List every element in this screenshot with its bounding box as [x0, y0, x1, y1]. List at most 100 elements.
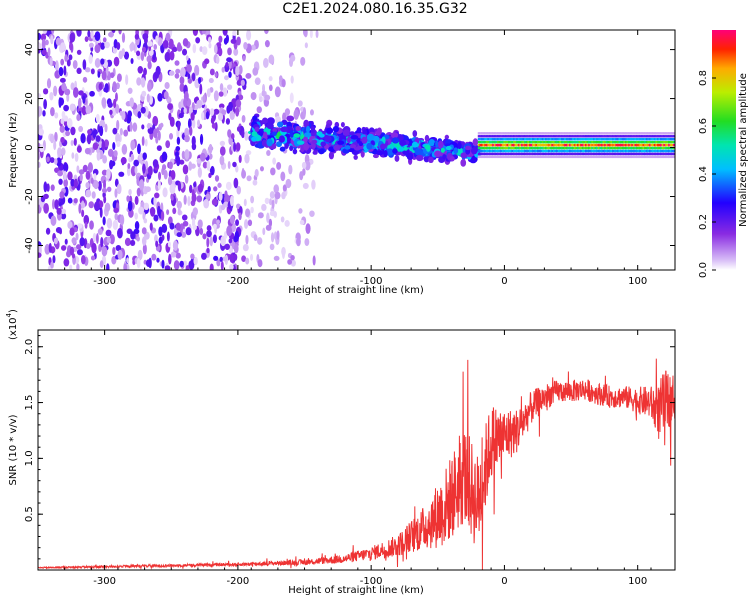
heatmap-cell [268, 84, 273, 92]
heatmap-cell [508, 146, 511, 150]
heatmap-cell [631, 146, 634, 150]
heatmap-cell [653, 138, 657, 141]
heatmap-cell [588, 140, 591, 144]
heatmap-cell [311, 139, 318, 144]
heatmap-cell [509, 146, 513, 150]
heatmap-cell [541, 152, 545, 156]
heatmap-cell [538, 146, 541, 150]
heatmap-cell [653, 140, 657, 144]
heatmap-cell [645, 132, 649, 135]
heatmap-cell [552, 149, 556, 153]
heatmap-cell [554, 138, 557, 141]
heatmap-cell [411, 141, 419, 148]
heatmap-cell [560, 155, 564, 159]
heatmap-cell [372, 153, 379, 159]
heatmap-cell [349, 144, 357, 149]
heatmap-cell [276, 230, 280, 240]
heatmap-cell [57, 170, 64, 177]
heatmap-cell [664, 138, 668, 141]
heatmap-cell [623, 132, 626, 135]
heatmap-cell [511, 138, 514, 141]
heatmap-cell [612, 132, 615, 135]
heatmap-cell [572, 138, 575, 141]
heatmap-cell [137, 143, 141, 155]
heatmap-cell [257, 212, 264, 219]
heatmap-cell [469, 156, 477, 164]
heatmap-cell [270, 232, 275, 243]
heatmap-cell [482, 132, 485, 135]
heatmap-cell [664, 132, 668, 135]
heatmap-cell [383, 149, 388, 158]
heatmap-cell [597, 143, 601, 147]
heatmap-cell [663, 152, 666, 156]
heatmap-cell [660, 135, 663, 138]
heatmap-cell [600, 149, 604, 153]
heatmap-cell [484, 135, 487, 138]
heatmap-cell [174, 60, 180, 66]
heatmap-cell [520, 152, 524, 156]
heatmap-cell [647, 152, 650, 156]
heatmap-cell [557, 138, 561, 141]
heatmap-cell [548, 146, 551, 150]
heatmap-cell [53, 140, 57, 151]
heatmap-cell [485, 132, 489, 135]
heatmap-cell [309, 210, 315, 217]
heatmap-cell [616, 143, 620, 147]
heatmap-cell [637, 149, 641, 153]
heatmap-cell [264, 30, 269, 35]
heatmap-cell [93, 201, 100, 212]
heatmap-cell [241, 255, 247, 263]
heatmap-cell [546, 132, 549, 135]
heatmap-cell [155, 35, 159, 43]
heatmap-cell [198, 77, 202, 84]
heatmap-cell [559, 143, 562, 147]
heatmap-cell [528, 132, 532, 135]
heatmap-cell [615, 146, 618, 150]
heatmap-cell [482, 149, 485, 153]
heatmap-cell [79, 173, 83, 182]
heatmap-cell [607, 132, 610, 135]
heatmap-cell [488, 149, 492, 153]
heatmap-cell [666, 152, 669, 156]
heatmap-cell [210, 117, 215, 125]
heatmap-cell [658, 146, 661, 150]
heatmap-cell [623, 140, 626, 144]
heatmap-cell [644, 135, 647, 138]
heatmap-cell [498, 155, 501, 159]
heatmap-cell [137, 111, 142, 119]
heatmap-cell [661, 138, 665, 141]
heatmap-cell [594, 140, 597, 144]
heatmap-cell [503, 155, 506, 159]
heatmap-cell [671, 155, 674, 159]
heatmap-cell [524, 152, 527, 156]
heatmap-cell [207, 185, 211, 193]
heatmap-cell [647, 140, 650, 144]
heatmap-cell [191, 192, 197, 203]
heatmap-cell [184, 174, 189, 184]
heatmap-cell [71, 237, 77, 244]
heatmap-cell [142, 33, 149, 41]
heatmap-cell [508, 143, 511, 147]
spectrogram-xlabel: Height of straight line (km) [288, 285, 424, 296]
heatmap-cell [666, 155, 669, 159]
heatmap-cell [479, 135, 482, 138]
heatmap-cell [540, 149, 543, 153]
heatmap-cell [636, 138, 639, 141]
heatmap-cell [57, 147, 62, 158]
heatmap-cell [385, 148, 394, 156]
heatmap-cell [549, 155, 553, 159]
heatmap-cell [301, 161, 307, 169]
heatmap-cell [556, 152, 559, 156]
heatmap-cell [100, 42, 106, 50]
heatmap-cell [192, 118, 196, 129]
heatmap-cell [193, 256, 198, 266]
heatmap-cell [279, 146, 286, 152]
heatmap-cell [45, 227, 51, 235]
heatmap-cell [60, 118, 65, 125]
heatmap-cell [565, 135, 569, 138]
heatmap-cell [576, 146, 580, 150]
heatmap-cell [567, 152, 570, 156]
heatmap-cell [197, 219, 203, 229]
heatmap-cell [602, 149, 605, 153]
heatmap-cell [572, 132, 575, 135]
